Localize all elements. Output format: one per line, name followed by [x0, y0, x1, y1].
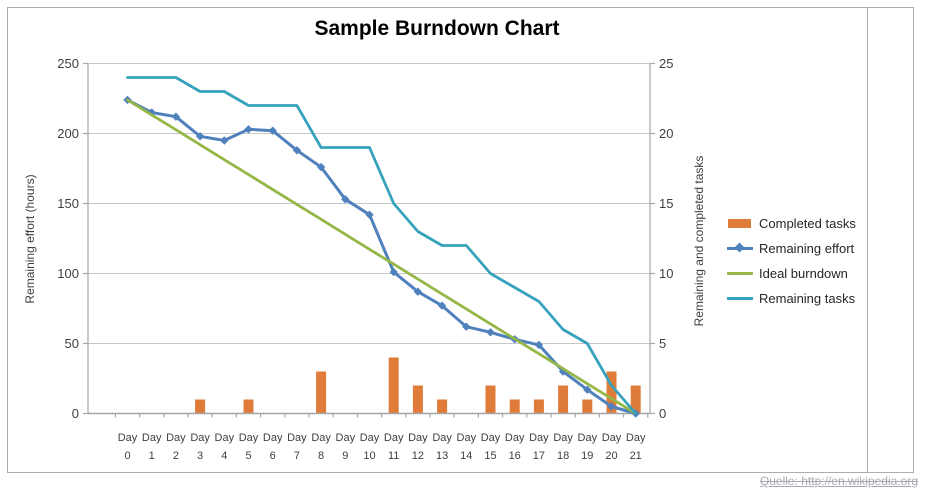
svg-text:18: 18	[557, 450, 569, 462]
svg-text:Day: Day	[166, 432, 186, 444]
chart-title: Sample Burndown Chart	[314, 17, 560, 40]
svg-text:Day: Day	[336, 432, 356, 444]
svg-text:11: 11	[388, 450, 399, 462]
svg-text:Day: Day	[432, 432, 452, 444]
svg-text:0: 0	[659, 406, 666, 421]
svg-text:Day: Day	[263, 432, 283, 444]
svg-text:Day: Day	[384, 432, 404, 444]
bar-swatch-icon	[728, 219, 751, 228]
remaining-effort-swatch	[727, 242, 753, 253]
left-axis-title: Remaining effort (hours)	[23, 174, 37, 304]
svg-text:Day: Day	[481, 432, 501, 444]
svg-text:2: 2	[173, 450, 179, 462]
svg-text:5: 5	[245, 450, 251, 462]
completed-tasks-swatch	[727, 219, 753, 228]
attribution-text: Quelle: http://en.wikipedia.org	[759, 474, 918, 488]
svg-text:14: 14	[460, 450, 472, 462]
svg-text:25: 25	[659, 56, 673, 71]
svg-text:Day: Day	[360, 432, 380, 444]
svg-text:Day: Day	[118, 432, 138, 444]
svg-text:3: 3	[197, 450, 203, 462]
svg-text:Day: Day	[505, 432, 525, 444]
legend-item-ideal-burndown: Ideal burndown	[727, 261, 856, 286]
svg-text:0: 0	[124, 450, 130, 462]
svg-text:19: 19	[581, 450, 593, 462]
svg-text:100: 100	[57, 266, 79, 281]
legend: Completed tasks Remaining effort Ideal b…	[727, 211, 856, 311]
svg-text:17: 17	[533, 450, 545, 462]
svg-text:20: 20	[605, 450, 617, 462]
svg-text:150: 150	[57, 196, 79, 211]
svg-text:Day: Day	[287, 432, 307, 444]
line-swatch-icon	[727, 297, 753, 300]
legend-item-remaining-effort: Remaining effort	[727, 236, 856, 261]
svg-text:Day: Day	[602, 432, 622, 444]
svg-text:10: 10	[659, 266, 673, 281]
svg-text:5: 5	[659, 336, 666, 351]
svg-text:6: 6	[270, 450, 276, 462]
svg-text:4: 4	[221, 450, 227, 462]
remaining-tasks-swatch	[727, 294, 753, 303]
svg-text:21: 21	[630, 450, 642, 462]
svg-text:Day: Day	[457, 432, 477, 444]
svg-text:Day: Day	[142, 432, 162, 444]
chart-frame	[7, 7, 868, 473]
right-axis-title: Remaining and completed tasks	[692, 155, 706, 327]
svg-text:Day: Day	[311, 432, 331, 444]
svg-text:0: 0	[72, 406, 79, 421]
chart-outer-margin	[867, 7, 914, 473]
legend-item-label: Ideal burndown	[759, 266, 848, 281]
legend-item-completed-tasks: Completed tasks	[727, 211, 856, 236]
svg-text:Day: Day	[408, 432, 428, 444]
svg-text:15: 15	[484, 450, 496, 462]
svg-text:Day: Day	[553, 432, 573, 444]
svg-text:50: 50	[65, 336, 79, 351]
svg-text:200: 200	[57, 126, 79, 141]
svg-text:7: 7	[294, 450, 300, 462]
svg-text:16: 16	[509, 450, 521, 462]
svg-text:12: 12	[412, 450, 424, 462]
legend-item-label: Remaining tasks	[759, 291, 856, 306]
svg-text:250: 250	[57, 56, 79, 71]
legend-item-label: Remaining effort	[759, 241, 855, 256]
svg-text:13: 13	[436, 450, 448, 462]
svg-text:20: 20	[659, 126, 673, 141]
legend-item-label: Completed tasks	[759, 216, 856, 231]
ideal-burndown-swatch	[727, 269, 753, 278]
svg-text:Day: Day	[578, 432, 598, 444]
svg-text:8: 8	[318, 450, 324, 462]
svg-text:Day: Day	[239, 432, 259, 444]
svg-text:10: 10	[363, 450, 375, 462]
legend-item-remaining-tasks: Remaining tasks	[727, 286, 856, 311]
svg-text:Day: Day	[529, 432, 549, 444]
svg-text:15: 15	[659, 196, 673, 211]
svg-text:1: 1	[149, 450, 155, 462]
diamond-marker-icon	[734, 242, 745, 253]
line-swatch-icon	[727, 272, 753, 275]
svg-text:9: 9	[342, 450, 348, 462]
svg-text:Day: Day	[215, 432, 235, 444]
svg-text:Day: Day	[626, 432, 646, 444]
svg-text:Day: Day	[190, 432, 210, 444]
